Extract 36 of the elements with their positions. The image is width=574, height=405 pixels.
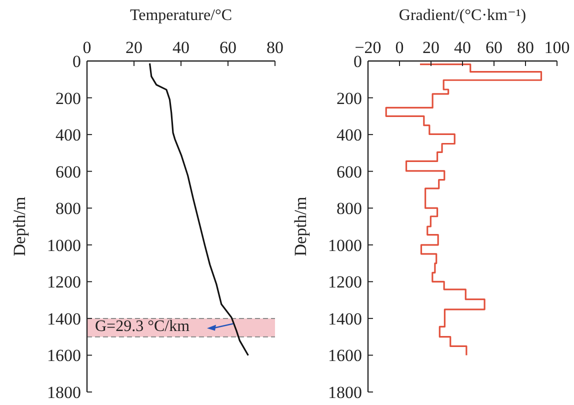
y-tick-label: 400 — [336, 126, 362, 145]
y-tick-label: 1400 — [328, 309, 362, 328]
y-tick-label: 1000 — [328, 236, 362, 255]
x-tick-label: 40 — [454, 38, 471, 57]
x-tick-label: 40 — [172, 38, 190, 57]
y-tick-label: 200 — [336, 88, 362, 108]
y-tick-label: 1600 — [328, 346, 362, 366]
y-tick-label: 600 — [56, 162, 81, 182]
y-axis-title: Depth/m — [291, 196, 310, 256]
x-axis-title: Gradient/(°C·km⁻¹) — [398, 7, 526, 24]
x-axis-title: Temperature/°C — [130, 7, 232, 24]
y-tick-label: 800 — [336, 199, 362, 218]
y-tick-label: 1800 — [47, 383, 81, 402]
x-tick-label: 100 — [544, 38, 570, 57]
x-tick-label: 60 — [486, 38, 502, 57]
annotation: G=29.3 °C/km — [95, 318, 190, 335]
y-tick-label: 1800 — [328, 383, 362, 402]
x-tick-label: 0 — [395, 38, 404, 57]
y-tick-label: 200 — [56, 88, 81, 108]
x-tick-label: 60 — [220, 38, 236, 57]
line-series — [148, 62, 250, 356]
y-tick-label: 1600 — [47, 346, 81, 366]
y-tick-label: 1000 — [47, 236, 81, 255]
y-tick-label: 800 — [56, 199, 81, 218]
x-tick-label: 80 — [266, 38, 284, 57]
y-tick-label: 1200 — [328, 272, 362, 292]
x-tick-label: 20 — [422, 38, 440, 57]
y-axis-title: Depth/m — [10, 196, 29, 256]
x-tick-label: 20 — [126, 38, 142, 57]
x-tick-label: 80 — [517, 38, 534, 57]
y-tick-label: 0 — [72, 52, 81, 71]
y-tick-label: 1200 — [47, 272, 81, 292]
y-tick-label: 400 — [56, 126, 81, 145]
y-tick-label: 600 — [336, 162, 362, 182]
line-series — [385, 64, 542, 356]
y-tick-label: 1400 — [47, 309, 81, 328]
